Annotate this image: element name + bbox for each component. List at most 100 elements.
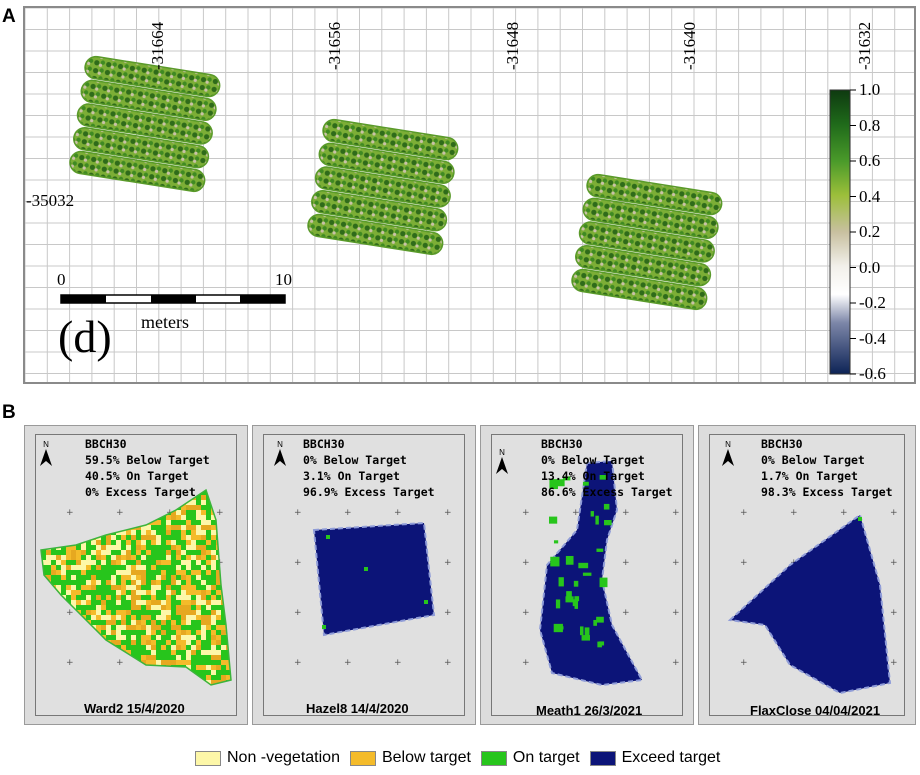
tree-row	[80, 79, 217, 121]
grid-cross: +	[572, 508, 580, 518]
field-map-ward2: ++++++++++++++++	[40, 488, 232, 686]
colorbar-label: 1.0	[859, 80, 881, 99]
grid-cross: +	[66, 658, 74, 668]
scale-start-label: 0	[57, 270, 66, 289]
tree-row	[578, 221, 715, 263]
below-target-pct: 0% Below Target	[761, 453, 865, 467]
ndvi-map-panel: -31664 -31656 -31648 -31640 -31632 -3503…	[23, 6, 916, 384]
grid-cross: +	[740, 658, 748, 668]
grid-cross: +	[622, 608, 630, 618]
on-target-pct: 1.7% On Target	[761, 469, 858, 483]
north-arrow-icon: N	[273, 440, 287, 472]
colorbar	[829, 89, 851, 375]
tree-row	[318, 142, 455, 184]
tree-row	[69, 150, 206, 193]
legend-label: Exceed target	[621, 749, 721, 766]
tree-row	[84, 55, 221, 98]
grid-cross: +	[444, 558, 452, 568]
on-target-patch	[597, 641, 602, 648]
stats-block: BBCH30 0% Below Target 1.7% On Target 98.3%…	[761, 436, 893, 500]
on-target-patch	[555, 599, 561, 609]
grid-cross: +	[890, 558, 898, 568]
colorbar-label: -0.6	[859, 364, 886, 383]
on-target-patch	[549, 516, 558, 524]
tree-row	[73, 127, 210, 169]
on-target-patch	[578, 562, 589, 569]
legend-label: Below target	[381, 749, 471, 766]
colorbar-label: 0.8	[859, 115, 881, 135]
north-arrow-icon: N	[39, 440, 53, 472]
on-target-patch	[599, 475, 607, 480]
stats-block: BBCH30 0% Below Target 13.4% On Target 86.6…	[541, 436, 673, 500]
tree-row	[322, 118, 459, 161]
on-target-patch	[593, 619, 598, 626]
growth-stage: BBCH30	[761, 437, 803, 451]
stats-block: BBCH30 59.5% Below Target 40.5% On Target 0…	[85, 436, 210, 500]
tree-row	[575, 245, 712, 287]
on-target-patch	[581, 635, 591, 641]
tree-row	[314, 166, 451, 208]
grid-cross: +	[394, 658, 402, 668]
site-label: Meath1 26/3/2021	[536, 703, 643, 718]
grid-cross: +	[394, 508, 402, 518]
grid-cross: +	[740, 508, 748, 518]
grid-cross: +	[622, 558, 630, 568]
tree-row	[311, 190, 448, 232]
grid-cross: +	[840, 508, 848, 518]
north-arrow-icon: N	[495, 448, 509, 480]
site-label: FlaxClose 04/04/2021	[750, 703, 881, 718]
below-target-pct: 0% Below Target	[541, 453, 645, 467]
grid-cross: +	[116, 508, 124, 518]
grid-cross: +	[890, 608, 898, 618]
field-classified	[727, 513, 892, 695]
x-tick-1: -31664	[148, 21, 167, 70]
grid-cross: +	[66, 508, 74, 518]
grid-cross: +	[522, 608, 530, 618]
grid-cross: +	[790, 508, 798, 518]
on-target-patch	[582, 481, 589, 486]
tree-row	[586, 173, 723, 216]
colorbar-label: 0.6	[859, 151, 881, 170]
on-target-patch	[550, 556, 560, 567]
on-target-patch	[596, 548, 604, 552]
on-target-patch	[595, 515, 599, 525]
legend-swatch	[349, 750, 376, 766]
excess-target-pct: 0% Excess Target	[85, 485, 196, 499]
colorbar-label: -0.2	[859, 293, 886, 312]
on-target-patch	[573, 580, 579, 587]
on-target-patch	[326, 535, 330, 539]
y-tick-label: -35032	[26, 191, 75, 210]
panel-label-a: A	[2, 6, 16, 27]
colorbar-ticks	[850, 89, 856, 375]
grid-cross: +	[294, 508, 302, 518]
below-target-pct: 0% Below Target	[303, 453, 407, 467]
map-legend: Non -vegetation Below target On target E…	[195, 745, 730, 771]
on-target-patch	[603, 503, 610, 510]
on-target-patch	[582, 572, 592, 576]
x-tick-2: -31656	[325, 21, 344, 70]
grid-cross: +	[522, 558, 530, 568]
grid-cross: +	[890, 508, 898, 518]
on-target-patch	[604, 520, 612, 526]
on-target-patch	[858, 517, 862, 521]
grid-cross: +	[672, 608, 680, 618]
on-target-patch	[558, 577, 564, 587]
on-target-pct: 13.4% On Target	[541, 469, 645, 483]
on-target-patch	[364, 567, 368, 571]
legend-item-exceed-target: Exceed target	[589, 749, 721, 767]
grid-cross: +	[672, 658, 680, 668]
legend-swatch	[195, 750, 221, 766]
subfigure-label: (d)	[58, 311, 112, 362]
x-tick-4: -31640	[680, 21, 699, 70]
colorbar-label: -0.4	[859, 328, 886, 348]
tree-row	[582, 197, 719, 239]
on-target-patch	[596, 616, 604, 623]
colorbar-label: 0.0	[859, 257, 881, 277]
on-target-patch	[574, 596, 580, 602]
ndvi-map-canvas	[25, 8, 914, 382]
legend-item-on-target: On target	[480, 749, 580, 767]
grid-cross: +	[672, 558, 680, 568]
map-frame: ++++++++++++++++	[35, 434, 237, 716]
